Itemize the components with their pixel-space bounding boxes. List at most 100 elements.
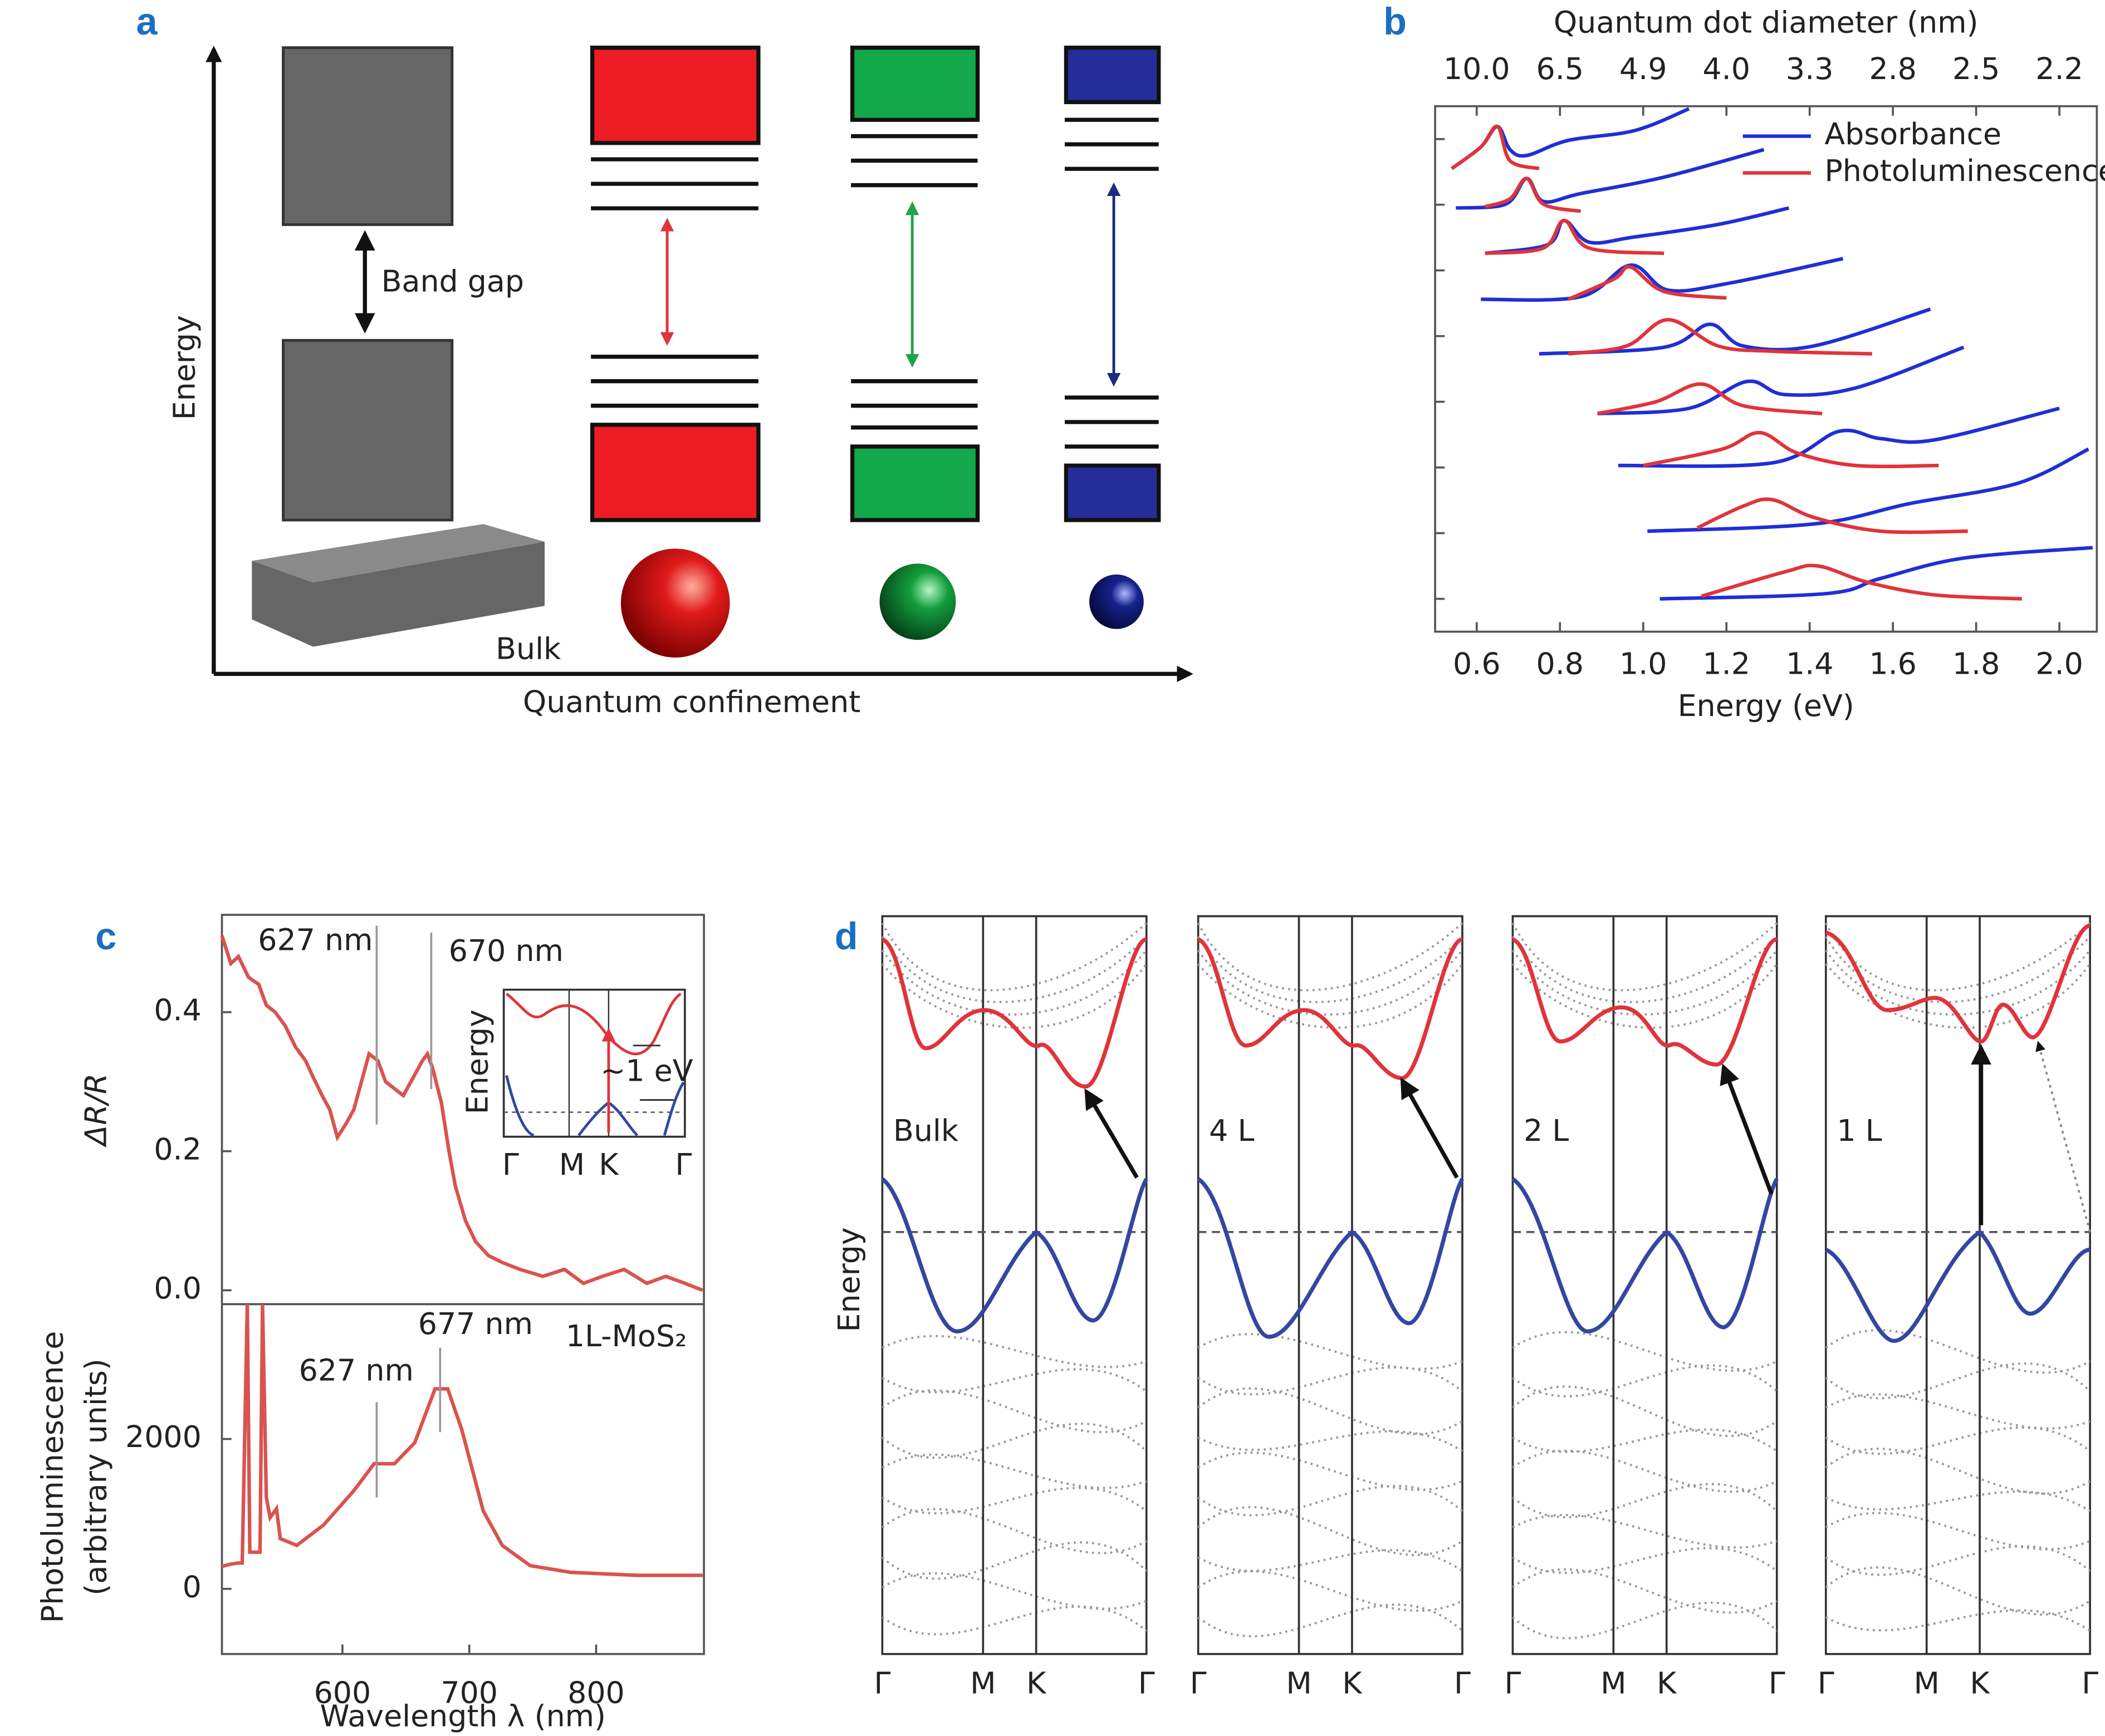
legend-label: Photoluminescence — [1824, 153, 2105, 188]
band-line — [882, 1572, 1147, 1610]
x-tick-label: 800 — [567, 1675, 625, 1710]
x2-tick-label: 2.2 — [2035, 51, 2083, 86]
band-line — [882, 1453, 1147, 1489]
quantum-dot — [620, 548, 730, 658]
annotation: 677 nm — [418, 1306, 533, 1341]
levels — [591, 117, 1159, 449]
band — [850, 444, 980, 522]
valence-band — [1197, 1177, 1465, 1339]
x-axis-label: Wavelength λ (nm) — [320, 1698, 606, 1733]
band — [282, 339, 454, 522]
panel-b: b 0.6 0.8 1.0 1.2 1.4 1.6 1.8 2.0 10.0 6.5 4.9 4.0 3.… — [1383, 0, 2105, 723]
inset-y-label: Energy — [459, 1009, 495, 1114]
band-line — [1825, 1426, 2091, 1455]
band-line — [1825, 922, 2091, 992]
conduction-band — [881, 937, 1147, 1088]
k-label: Γ — [874, 1666, 890, 1701]
k-label: K — [1970, 1666, 1990, 1701]
quantum-dot — [879, 563, 956, 640]
inset-annotation: ~1 eV — [600, 1053, 693, 1088]
plot-frame — [221, 914, 705, 1655]
band-line — [881, 963, 1148, 1029]
band-line — [1511, 935, 1778, 1003]
y-tick-label: 0 — [183, 1569, 202, 1604]
k-label: M — [1913, 1666, 1939, 1701]
band — [1064, 463, 1161, 522]
data-line — [221, 1304, 703, 1577]
k-label: M — [1286, 1666, 1311, 1701]
band-line — [882, 1389, 1147, 1434]
k-label: M — [970, 1666, 996, 1701]
band-line — [1197, 1430, 1463, 1453]
band-line — [1825, 1329, 2091, 1374]
legend-label: Absorbance — [1824, 116, 2001, 151]
band-panel: 4 L Γ M K Γ — [1190, 915, 1471, 1701]
band-line — [1825, 1609, 2091, 1632]
x-tick-label: 2.0 — [2035, 646, 2083, 681]
y-tick-label: 0.2 — [154, 1131, 202, 1166]
panel-letter: c — [95, 915, 116, 958]
band-line — [882, 1605, 1147, 1636]
x-tick-label: 1.8 — [1952, 646, 2000, 681]
x-axis-label: Energy (eV) — [1678, 688, 1854, 723]
band — [590, 423, 761, 522]
band-line — [1512, 1364, 1778, 1397]
band-line — [1512, 1547, 1778, 1574]
inset-k-label: Γ — [675, 1147, 692, 1182]
band-line — [882, 1368, 1147, 1394]
panel-letter: b — [1383, 0, 1407, 43]
panel-frame — [881, 915, 1148, 1655]
x2-axis-label: Quantum dot diameter (nm) — [1554, 5, 1979, 40]
band-line — [1197, 922, 1463, 992]
panel-label: 2 L — [1524, 1113, 1569, 1148]
k-label: Γ — [1504, 1666, 1521, 1701]
data-line — [1451, 125, 2022, 601]
transition-arrow — [1400, 1077, 1459, 1179]
band-line — [881, 949, 1148, 1016]
quantum-dot — [1089, 574, 1144, 629]
band-line — [1512, 1514, 1778, 1549]
transition-arrow — [2035, 1041, 2091, 1233]
band — [1064, 45, 1161, 105]
axis-label: Quantum confinement — [523, 684, 860, 719]
band-line — [1825, 949, 2091, 1016]
axis-label: Energy — [167, 315, 202, 420]
annotation: Band gap — [381, 263, 524, 298]
band-line — [1197, 949, 1463, 1016]
band-line — [1197, 1485, 1463, 1517]
x2-tick-label: 2.8 — [1869, 51, 1917, 86]
valence-band — [1825, 1229, 2091, 1343]
x2-tick-label: 4.0 — [1702, 51, 1750, 86]
panel-label: Bulk — [893, 1113, 958, 1148]
x2-tick-label: 2.5 — [1952, 51, 2000, 86]
x2-tick-label: 3.3 — [1786, 51, 1834, 86]
k-label: M — [1600, 1666, 1626, 1701]
data-line — [1451, 107, 2093, 601]
k-label: K — [1026, 1666, 1047, 1701]
band-line — [881, 922, 1148, 992]
panel-letter: a — [136, 0, 158, 43]
band-line — [1197, 1603, 1463, 1637]
band-line — [882, 1487, 1147, 1514]
conduction-band — [1511, 937, 1778, 1067]
y-tick-label: 2000 — [125, 1419, 202, 1454]
y-axis-label: ΔR/R — [79, 1073, 114, 1148]
band-line — [1511, 922, 1778, 992]
band-line — [1197, 963, 1463, 1029]
band-line — [1825, 1512, 2091, 1551]
x2-tick-label: 4.9 — [1619, 51, 1667, 86]
band-line — [1197, 1333, 1463, 1370]
band-line — [1512, 1449, 1778, 1493]
plot-frame — [1434, 105, 2098, 633]
x-tick-label: 0.6 — [1453, 646, 1501, 681]
inset-k-label: Γ — [502, 1147, 519, 1182]
band-line — [1825, 1545, 2091, 1576]
k-label: Γ — [1454, 1666, 1471, 1701]
y-axis-label: Photoluminescence — [35, 1331, 70, 1623]
x-tick-label: 1.6 — [1869, 646, 1917, 681]
panel-a: a Energy Quantum confinement Band gap Bu… — [136, 0, 1193, 719]
